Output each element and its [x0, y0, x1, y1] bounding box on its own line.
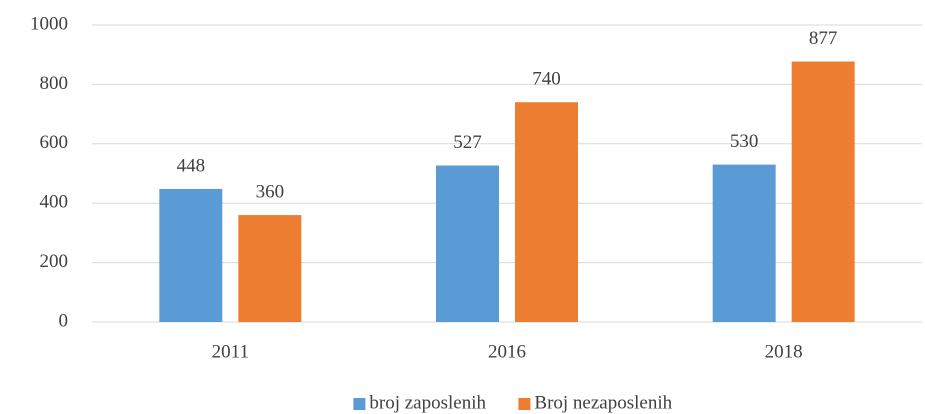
bar: [436, 165, 499, 322]
legend-swatch: [518, 398, 531, 410]
bar: [159, 188, 223, 322]
data-label: 527: [453, 132, 482, 153]
legend-label: broj zaposlenih: [369, 392, 486, 413]
y-tick-label: 400: [40, 192, 69, 213]
bar: [791, 61, 855, 322]
y-tick-label: 200: [40, 251, 69, 272]
legend-label: Broj nezaposlenih: [534, 392, 672, 413]
x-tick-label: 2011: [212, 341, 249, 362]
y-tick-label: 1000: [30, 13, 68, 34]
y-tick-label: 600: [40, 132, 69, 153]
data-label: 530: [730, 131, 759, 152]
legend-swatch: [353, 398, 366, 410]
bar: [712, 164, 776, 322]
y-tick-label: 800: [40, 73, 69, 94]
x-tick-label: 2018: [765, 341, 803, 362]
data-label: 360: [256, 181, 285, 202]
data-label: 877: [809, 28, 838, 49]
x-tick-label: 2016: [488, 341, 526, 362]
bar: [515, 102, 578, 322]
data-label: 448: [177, 155, 206, 176]
y-tick-label: 0: [59, 310, 69, 331]
data-label: 740: [532, 69, 561, 90]
bar: [238, 215, 302, 322]
